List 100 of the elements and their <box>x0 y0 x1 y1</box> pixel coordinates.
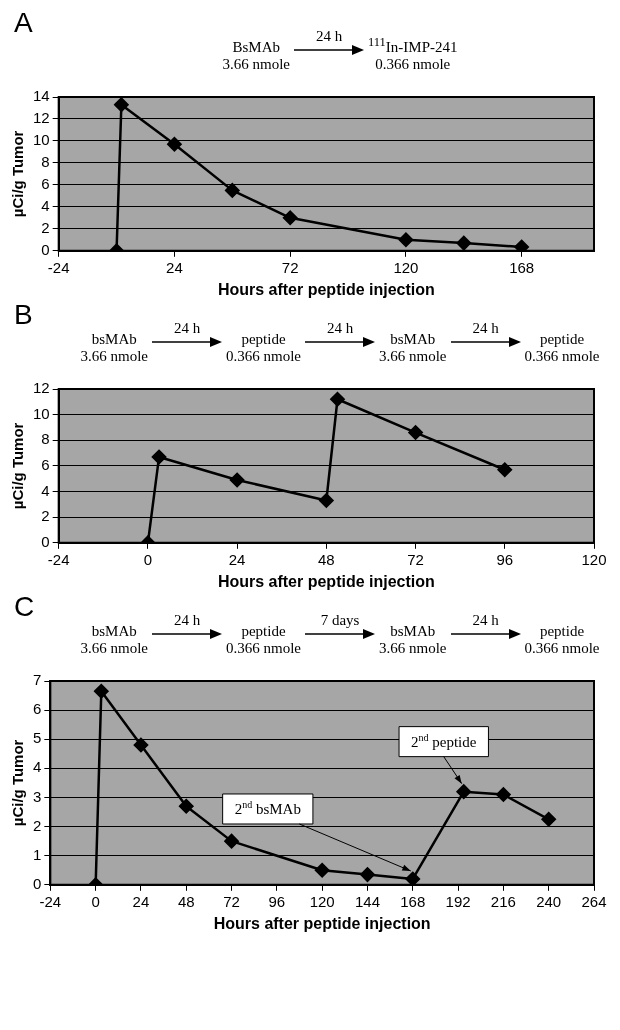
y-tick-label: 8 <box>41 430 50 448</box>
point <box>514 239 529 251</box>
y-tick-label: 8 <box>41 153 50 171</box>
x-tick-label: 72 <box>223 892 240 910</box>
text: peptide <box>240 623 287 640</box>
x-tick-label: 144 <box>354 892 380 910</box>
text: peptide <box>538 623 586 640</box>
point <box>167 136 182 152</box>
x-tick-label: 0 <box>91 892 100 910</box>
x-tick-label: 168 <box>400 892 426 910</box>
text: 24 h <box>471 612 500 629</box>
point <box>456 784 471 799</box>
y-tick-label: 2 <box>41 507 50 525</box>
x-tick-label: 120 <box>581 550 607 568</box>
point <box>398 232 414 248</box>
text: BsMAb <box>231 39 281 56</box>
text: 24 h <box>325 320 355 337</box>
x-axis-title: Hours after peptide injection <box>213 914 431 932</box>
point <box>133 737 149 753</box>
x-tick-label: -24 <box>39 892 62 910</box>
text: 0.366 nmole <box>524 348 600 365</box>
chart-title: A <box>14 7 33 38</box>
x-tick-label: 24 <box>166 258 183 276</box>
x-tick-label: -24 <box>47 258 70 276</box>
text: bsMAb <box>389 623 437 640</box>
text: 24 h <box>172 320 202 337</box>
y-tick-label: 10 <box>33 131 50 149</box>
text: 24 h <box>314 28 344 45</box>
x-tick-label: 216 <box>490 892 516 910</box>
y-tick-label: 6 <box>41 456 50 474</box>
y-tick-label: 3 <box>33 787 42 805</box>
y-tick-label: 6 <box>33 700 42 718</box>
y-tick-label: 6 <box>41 175 50 193</box>
y-tick-label: 2 <box>33 816 42 834</box>
point <box>330 392 345 407</box>
x-tick-label: 48 <box>318 550 335 568</box>
x-tick-label: 192 <box>445 892 471 910</box>
text: 3.66 nmole <box>379 348 447 365</box>
text: 3.66 nmole <box>80 348 148 365</box>
point <box>94 683 109 699</box>
y-tick-label: 4 <box>41 197 50 214</box>
y-tick-label: 4 <box>33 758 42 776</box>
text: 24 h <box>471 320 500 337</box>
y-tick-label: 14 <box>33 87 50 105</box>
y-tick-label: 10 <box>33 404 50 422</box>
y-tick-label: 12 <box>33 109 50 127</box>
x-tick-label: 264 <box>581 892 607 910</box>
point <box>496 787 511 802</box>
y-tick-label: 1 <box>33 845 42 863</box>
text: 7 days <box>319 612 361 629</box>
x-tick-label: 24 <box>132 892 150 910</box>
point <box>405 871 421 885</box>
text: 3.66 nmole <box>222 56 290 73</box>
point <box>179 798 194 814</box>
point <box>114 97 129 112</box>
text: bsMAb <box>90 331 138 348</box>
x-tick-label: -24 <box>47 550 70 568</box>
text: 3.66 nmole <box>379 640 447 657</box>
y-tick-label: 0 <box>33 874 42 892</box>
chart-title: B <box>14 299 33 330</box>
point <box>541 812 556 827</box>
x-tick-label: 96 <box>268 892 286 910</box>
x-tick-label: 72 <box>281 258 299 276</box>
point <box>224 833 239 849</box>
point <box>229 472 245 488</box>
point <box>497 462 513 477</box>
point <box>408 425 423 440</box>
x-tick-label: 120 <box>393 258 419 276</box>
x-axis-title: Hours after peptide injection <box>217 572 435 590</box>
point <box>282 210 298 226</box>
point <box>319 493 334 508</box>
point <box>360 867 375 882</box>
text: bsMAb <box>389 331 437 348</box>
text: 0.366 nmole <box>226 640 301 657</box>
y-tick-label: 0 <box>41 532 50 550</box>
text: 0.366 nmole <box>226 348 301 365</box>
x-tick-label: 24 <box>228 550 246 568</box>
x-axis-title: Hours after peptide injection <box>217 280 435 298</box>
chart-title: C <box>14 591 35 622</box>
y-tick-label: 2 <box>41 218 50 236</box>
x-tick-label: 96 <box>496 550 514 568</box>
x-tick-label: 168 <box>509 258 535 276</box>
y-axis-title: µCi/g Tumor <box>9 422 27 510</box>
x-tick-label: 72 <box>407 550 424 568</box>
y-tick-label: 0 <box>41 240 50 258</box>
x-tick-label: 120 <box>309 892 335 910</box>
point <box>314 862 330 878</box>
text: $^{111}$In-IMP-241 <box>368 35 458 56</box>
text: 3.66 nmole <box>80 640 148 657</box>
y-axis-title: µCi/g Tumor <box>9 739 27 827</box>
point <box>225 183 240 198</box>
point <box>151 449 167 465</box>
text: bsMAb <box>90 623 138 640</box>
y-tick-label: 12 <box>33 379 50 397</box>
y-tick-label: 5 <box>33 729 42 747</box>
text: 0.366 nmole <box>374 56 452 73</box>
text: 0.366 nmole <box>524 640 600 657</box>
y-axis-title: µCi/g Tumor <box>9 130 27 218</box>
x-tick-label: 0 <box>143 550 153 568</box>
text: peptide <box>538 331 586 348</box>
